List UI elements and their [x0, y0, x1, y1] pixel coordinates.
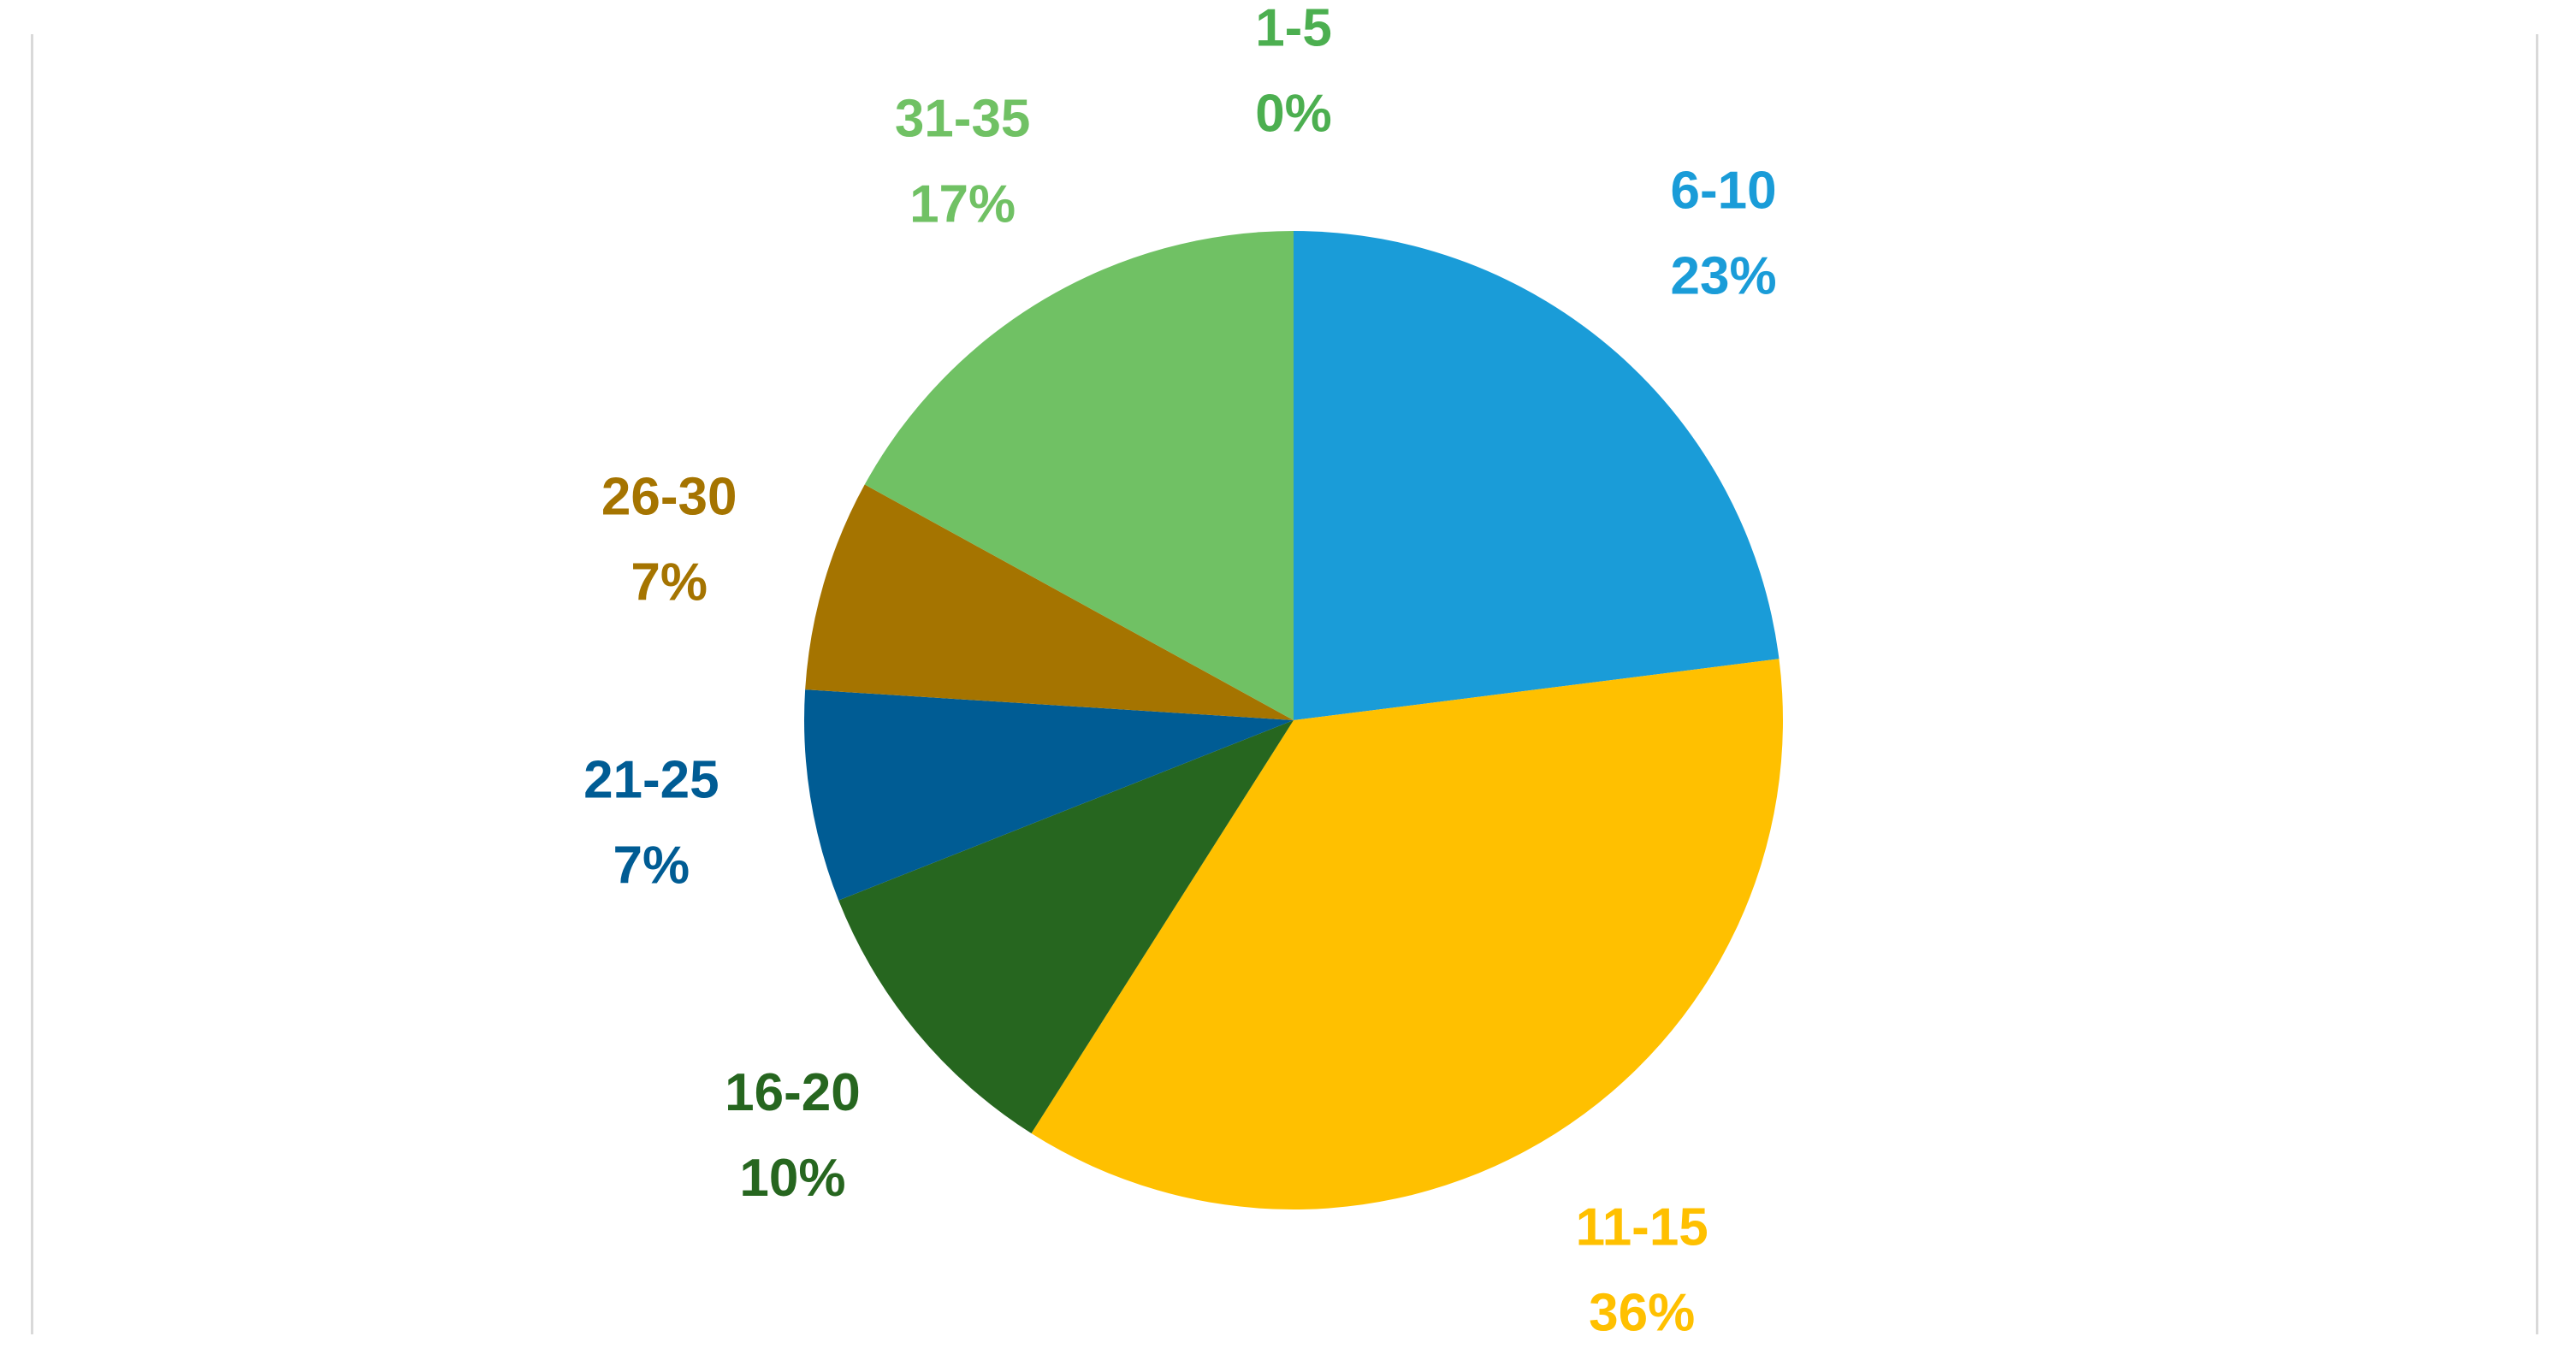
pie-label-category-6-10: 6-10: [1671, 162, 1777, 221]
pie-labels: 1-5 0% 6-10 23% 11-15 36% 16-20 10% 21-25 7% 26-30…: [583, 0, 1777, 1342]
pie-label-category-21-25: 21-25: [583, 751, 720, 810]
pie-label-percent-26-30: 7%: [631, 553, 708, 612]
pie-label-category-16-20: 16-20: [725, 1063, 861, 1122]
pie-label-category-1-5: 1-5: [1255, 0, 1332, 58]
pie-label-percent-16-20: 10%: [739, 1149, 845, 1208]
pie-slice-31-35: [864, 231, 1294, 720]
pie-label-percent-31-35: 17%: [909, 175, 1016, 234]
pie-label-percent-1-5: 0%: [1255, 85, 1332, 144]
pie-label-category-26-30: 26-30: [601, 468, 737, 527]
pie-slices: [804, 231, 1783, 1209]
pie-slice-16-20: [838, 720, 1294, 1133]
chart-frame-right: [2536, 34, 2538, 1334]
pie-label-percent-21-25: 7%: [613, 837, 690, 896]
pie-slice-6-10: [1294, 231, 1780, 720]
pie-label-category-31-35: 31-35: [895, 90, 1031, 149]
pie-label-percent-6-10: 23%: [1671, 247, 1777, 306]
pie-slice-26-30: [805, 484, 1294, 720]
pie-slice-21-25: [804, 689, 1294, 901]
pie-slice-11-15: [1031, 659, 1783, 1209]
pie-label-percent-11-15: 36%: [1589, 1283, 1695, 1342]
chart-frame-left: [31, 34, 33, 1334]
pie-label-category-11-15: 11-15: [1576, 1198, 1708, 1257]
